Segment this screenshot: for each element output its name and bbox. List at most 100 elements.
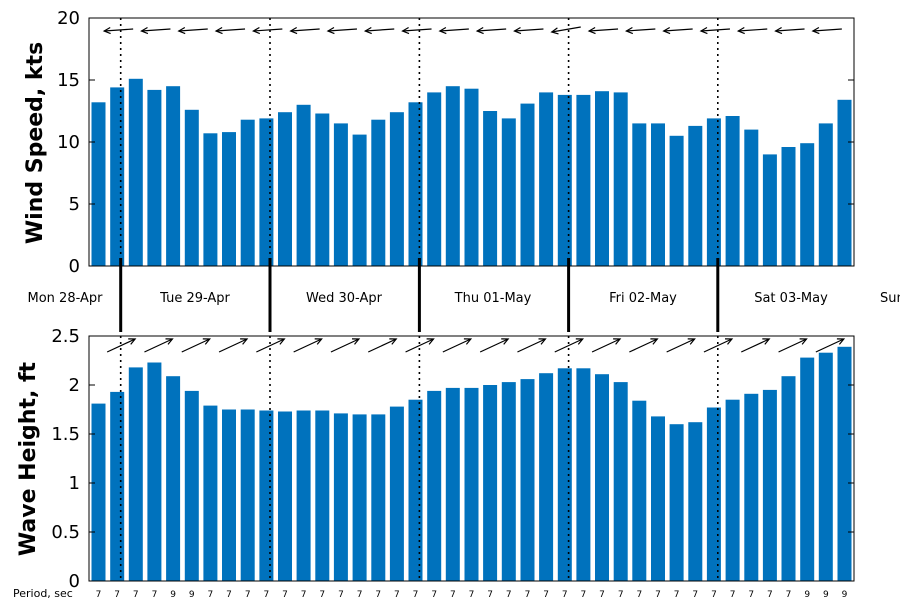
direction-arrow-wave-11 xyxy=(293,338,322,353)
arrow-head-wave-1 xyxy=(128,338,137,345)
arrow-head-wind-11 xyxy=(289,26,298,35)
day-label-4: Fri 02-May xyxy=(609,291,677,306)
period-value-27: 7 xyxy=(599,590,605,600)
direction-arrow-wave-15 xyxy=(367,338,397,353)
period-value-18: 7 xyxy=(431,590,437,600)
arrow-head-wave-5 xyxy=(202,338,212,345)
wind-bar-8 xyxy=(240,119,255,266)
direction-arrow-wind-15 xyxy=(365,28,395,32)
direction-arrow-wave-35 xyxy=(740,338,770,353)
wind-bar-32 xyxy=(688,125,703,267)
wind-bar-9 xyxy=(259,118,274,267)
arrow-head-wind-39 xyxy=(811,26,820,35)
wave-axes-box xyxy=(88,335,855,582)
wave-bar-0 xyxy=(91,403,106,581)
period-value-17: 7 xyxy=(413,590,419,600)
wave-bar-37 xyxy=(781,376,796,581)
period-value-23: 7 xyxy=(525,590,531,600)
arrow-head-wind-33 xyxy=(699,26,708,35)
arrow-head-wave-29 xyxy=(650,338,659,345)
wave-bar-29 xyxy=(632,400,647,581)
direction-arrow-wave-3 xyxy=(144,338,173,353)
period-value-10: 7 xyxy=(282,590,288,600)
period-value-21: 7 xyxy=(487,590,493,600)
wave-bar-25 xyxy=(557,368,572,581)
wave-bar-38 xyxy=(800,357,815,581)
wave-bar-15 xyxy=(371,414,386,581)
wind-bar-36 xyxy=(762,154,777,266)
wind-bar-7 xyxy=(222,132,236,266)
direction-arrow-wave-13 xyxy=(330,338,360,353)
arrow-head-wave-17 xyxy=(426,338,435,345)
wave-bar-23 xyxy=(520,379,535,581)
arrow-head-wave-19 xyxy=(463,338,473,345)
wave-bar-5 xyxy=(184,390,199,581)
day-label-5: Sat 03-May xyxy=(754,291,828,306)
wave-bar-30 xyxy=(651,416,665,581)
wave-bar-19 xyxy=(445,387,460,581)
period-value-7: 7 xyxy=(226,590,232,600)
wave-bar-32 xyxy=(688,422,703,581)
period-value-38: 9 xyxy=(804,590,810,600)
direction-arrow-wind-33 xyxy=(700,28,730,32)
direction-arrow-wind-11 xyxy=(290,28,320,32)
period-value-22: 7 xyxy=(506,590,512,600)
direction-arrow-wind-1 xyxy=(104,28,134,32)
wave-bar-2 xyxy=(128,367,143,581)
arrow-head-wind-9 xyxy=(251,26,261,35)
wind-bar-15 xyxy=(371,119,386,266)
wave-bar-10 xyxy=(278,411,292,581)
arrow-head-wind-23 xyxy=(513,26,522,35)
wave-y-tick-label: 1 xyxy=(69,473,80,494)
wave-bar-1 xyxy=(110,391,125,581)
day-label-2: Wed 30-Apr xyxy=(306,291,383,306)
arrow-head-wind-5 xyxy=(177,26,186,35)
wind-bar-14 xyxy=(352,134,367,266)
arrow-head-wave-33 xyxy=(724,338,734,345)
wind-bar-26 xyxy=(576,94,591,267)
wind-bar-0 xyxy=(91,102,106,266)
wind-bar-12 xyxy=(315,113,330,266)
wind-bar-34 xyxy=(725,116,740,266)
arrow-head-wind-27 xyxy=(587,26,596,35)
wind-bar-30 xyxy=(651,123,665,267)
wave-bar-3 xyxy=(147,362,162,581)
wave-bar-26 xyxy=(576,368,591,581)
arrow-head-wave-9 xyxy=(277,338,286,345)
period-value-29: 7 xyxy=(636,590,642,600)
direction-arrow-wind-37 xyxy=(775,28,805,32)
arrow-head-wave-7 xyxy=(240,338,249,345)
period-value-9: 7 xyxy=(263,590,269,600)
wind-bar-35 xyxy=(744,129,759,266)
direction-arrow-wind-21 xyxy=(477,28,507,32)
arrow-head-wave-21 xyxy=(501,338,510,345)
wave-bar-4 xyxy=(166,376,181,581)
wind-bar-3 xyxy=(147,89,162,267)
direction-arrow-wind-19 xyxy=(439,28,469,32)
wind-bar-11 xyxy=(296,104,311,266)
direction-arrow-wind-31 xyxy=(663,28,693,32)
arrow-head-wind-13 xyxy=(326,26,335,35)
direction-arrow-wind-17 xyxy=(402,28,432,32)
wind-y-tick-label: 5 xyxy=(69,194,80,215)
wave-y-tick-label: 2.5 xyxy=(51,326,80,347)
arrow-head-wind-25 xyxy=(550,27,559,35)
wind-bar-33 xyxy=(706,118,721,267)
period-value-14: 7 xyxy=(357,590,363,600)
period-value-32: 7 xyxy=(692,590,698,600)
period-value-12: 7 xyxy=(319,590,325,600)
wind-bar-25 xyxy=(557,94,572,267)
direction-arrow-wave-25 xyxy=(554,338,584,353)
period-value-37: 7 xyxy=(786,590,792,600)
direction-arrow-wind-29 xyxy=(626,28,656,32)
direction-arrow-wind-39 xyxy=(812,28,842,32)
period-value-26: 7 xyxy=(581,590,587,600)
period-value-1: 7 xyxy=(114,590,120,600)
direction-arrow-wind-27 xyxy=(589,28,619,32)
wind-bar-28 xyxy=(613,92,628,267)
wind-y-tick-label: 20 xyxy=(57,8,80,29)
wind-bar-21 xyxy=(483,111,498,266)
arrow-head-wave-11 xyxy=(314,338,323,345)
wind-bar-22 xyxy=(501,118,516,267)
